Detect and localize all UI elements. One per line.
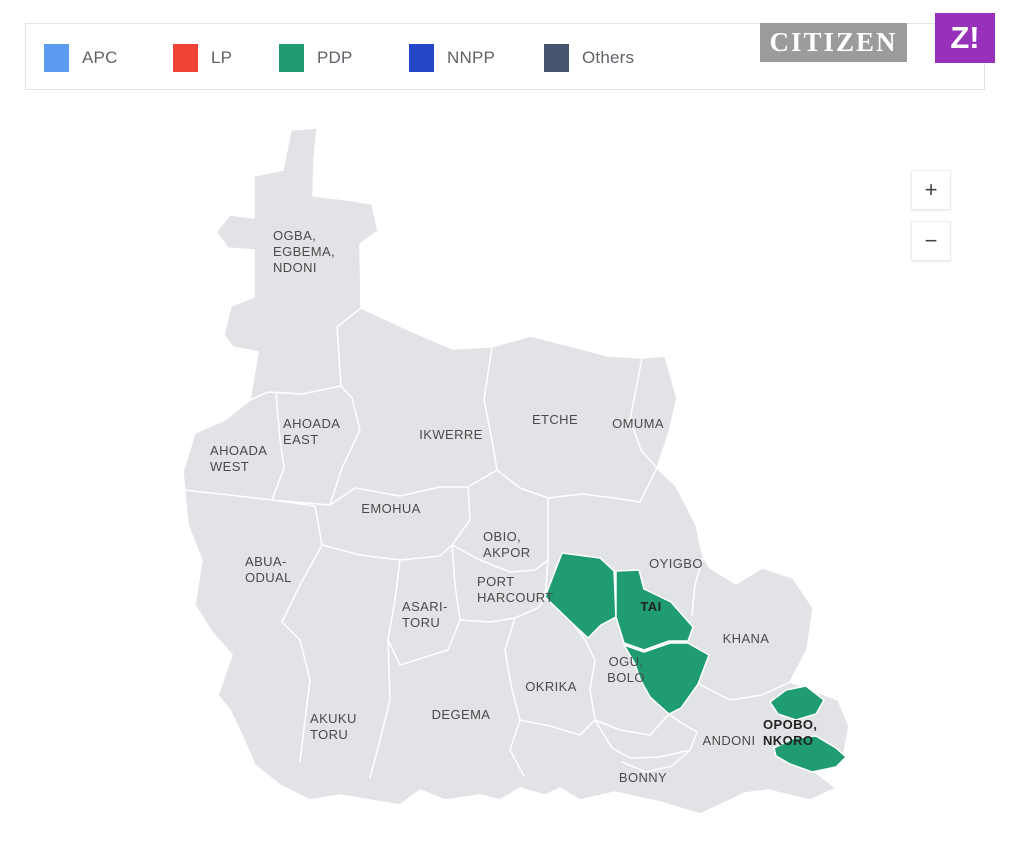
lga-label-ogba-egbema-ndoni: OGBA, EGBEMA, NDONI — [273, 228, 335, 275]
lga-label-degema: DEGEMA — [432, 707, 491, 722]
lga-label-okrika: OKRIKA — [525, 679, 577, 694]
lga-label-akuku-toru: AKUKU TORU — [310, 711, 357, 742]
lga-label-ahoada-west: AHOADA WEST — [210, 443, 267, 474]
legend-swatch — [279, 44, 304, 72]
zoom-in-button[interactable]: + — [911, 170, 951, 210]
legend-swatch — [409, 44, 434, 72]
citizen-logo: CITIZEN — [760, 23, 907, 62]
legend-swatch — [173, 44, 198, 72]
map-canvas[interactable]: OGBA, EGBEMA, NDONI AHOADA EAST AHOADA WEST IKW… — [0, 110, 1024, 838]
legend-label: PDP — [317, 48, 353, 67]
lga-label-port-harcourt: PORT HARCOURT — [477, 574, 554, 605]
lga-label-asari-toru: ASARI-TORU — [402, 599, 448, 630]
lga-label-ikwerre: IKWERRE — [419, 427, 482, 442]
lga-label-tai: TAI — [640, 599, 661, 614]
lga-label-omuma: OMUMA — [612, 416, 664, 431]
lga-label-obio-akpor: OBIO, AKPOR — [483, 529, 531, 560]
legend-item-lp[interactable]: LP — [173, 44, 232, 72]
legend-item-apc[interactable]: APC — [44, 44, 118, 72]
lga-label-etche: ETCHE — [532, 412, 578, 427]
lga-label-ahoada-east: AHOADA EAST — [283, 416, 340, 447]
lga-label-opobo-nkoro: OPOBO, NKORO — [763, 717, 817, 748]
legend-label: APC — [82, 48, 118, 67]
legend-label: LP — [211, 48, 233, 67]
lga-label-andoni: ANDONI — [703, 733, 756, 748]
zoom-out-button[interactable]: − — [911, 221, 951, 261]
legend-swatch — [544, 44, 569, 72]
legend-item-nnpp[interactable]: NNPP — [409, 44, 495, 72]
pdp-region-opobo-nkoro-shape[interactable] — [769, 685, 847, 773]
zikoko-logo: Z! — [935, 13, 995, 63]
legend-swatch — [44, 44, 69, 72]
legend-label: Others — [582, 48, 635, 67]
legend-label: NNPP — [447, 48, 496, 67]
lga-label-emohua: EMOHUA — [361, 501, 420, 516]
pdp-region-unlabeled-south-shape[interactable] — [623, 642, 710, 715]
lga-label-ogu-bolo: OGU, BOLO — [607, 654, 645, 685]
lga-label-abua-odual: ABUA-ODUAL — [245, 554, 292, 585]
pdp-region-tai-shape[interactable] — [615, 569, 694, 651]
lga-label-oyigbo: OYIGBO — [649, 556, 703, 571]
legend-item-pdp[interactable]: PDP — [279, 44, 353, 72]
lga-label-bonny: BONNY — [619, 770, 667, 785]
lga-label-khana: KHANA — [723, 631, 770, 646]
lga-boundaries — [182, 307, 791, 779]
legend-item-others[interactable]: Others — [544, 44, 634, 72]
pdp-region-unlabeled-west-shape[interactable] — [544, 552, 617, 639]
